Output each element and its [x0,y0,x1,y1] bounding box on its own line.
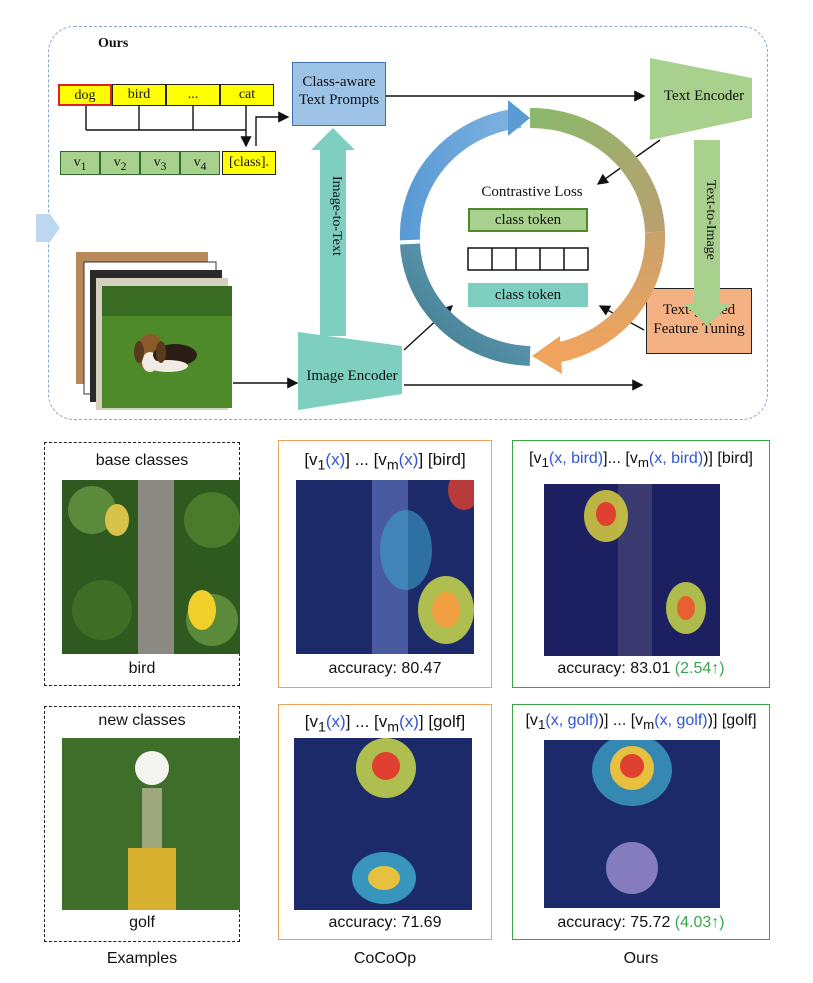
text-to-image-arrow: Text-to-Image [696,180,718,290]
ours-new-prompt: [v1(x, golf))] ... [vm(x, golf))] [golf] [525,712,757,733]
class-aware-prompts-box: Class-aware Text Prompts [292,62,386,126]
framework-title: Ours [98,36,129,51]
cocoop-new-prompt: [v1(x)] ... [vm(x)] [golf] [304,712,466,736]
framework-diagram [76,58,752,410]
ours-new-accuracy: accuracy: 75.72 (4.03↑) [557,914,725,931]
text-to-image-label: Text-to-Image [703,180,718,260]
class-cell-ellipsis: ... [166,84,220,106]
cocoop-base-accuracy: accuracy: 80.47 [328,660,442,677]
class-aware-line1: Class-aware [302,74,376,90]
cocoop-base-panel [278,440,492,688]
vector-cell-1: v1 [60,151,100,175]
column-cocoop-label: CoCoOp [353,950,417,967]
class-token-text: class token [468,208,588,232]
panel-arrow-icon [36,214,60,242]
contrastive-loss-label: Contrastive Loss [481,184,583,200]
class-cell-bird: bird [112,84,166,106]
class-cell-dog: dog [58,84,112,106]
image-encoder-label: Image Encoder [306,368,398,384]
cocoop-base-prompt: [v1(x)] ... [vm(x)] [bird] [304,450,466,474]
text-encoder-label: Text Encoder [663,88,745,104]
column-examples-label: Examples [106,950,178,967]
ours-new-panel [512,704,770,940]
column-ours-label: Ours [623,950,659,967]
golf-caption: golf [129,914,155,931]
cocoop-new-panel [278,704,492,940]
ours-base-prompt: [v1(x, bird)]... [vm(x, bird))] [bird] [529,450,753,471]
image-to-text-label: Image-to-Text [329,176,344,256]
ours-base-panel [512,440,770,688]
cocoop-base-heatmap [296,480,474,654]
vector-cell-2: v2 [100,151,140,175]
image-to-text-arrow: Image-to-Text [322,176,344,296]
cocoop-new-heatmap [294,738,472,910]
ours-base-accuracy: accuracy: 83.01 (2.54↑) [557,660,725,677]
cocoop-new-accuracy: accuracy: 71.69 [328,914,442,931]
feature-line2: Feature Tuning [653,321,745,337]
new-classes-label: new classes [98,712,186,729]
class-aware-line2: Text Prompts [298,92,380,108]
golf-example-image [62,738,240,910]
class-token-image: class token [468,283,588,307]
bird-example-image [62,480,240,654]
class-cell-cat: cat [220,84,274,106]
vector-cell-4: v4 [180,151,220,175]
vector-cell-3: v3 [140,151,180,175]
ours-base-heatmap [544,484,720,656]
ours-new-heatmap [544,740,720,908]
class-slot: [class]. [222,151,276,175]
base-classes-label: base classes [95,452,189,469]
bird-caption: bird [128,660,156,677]
